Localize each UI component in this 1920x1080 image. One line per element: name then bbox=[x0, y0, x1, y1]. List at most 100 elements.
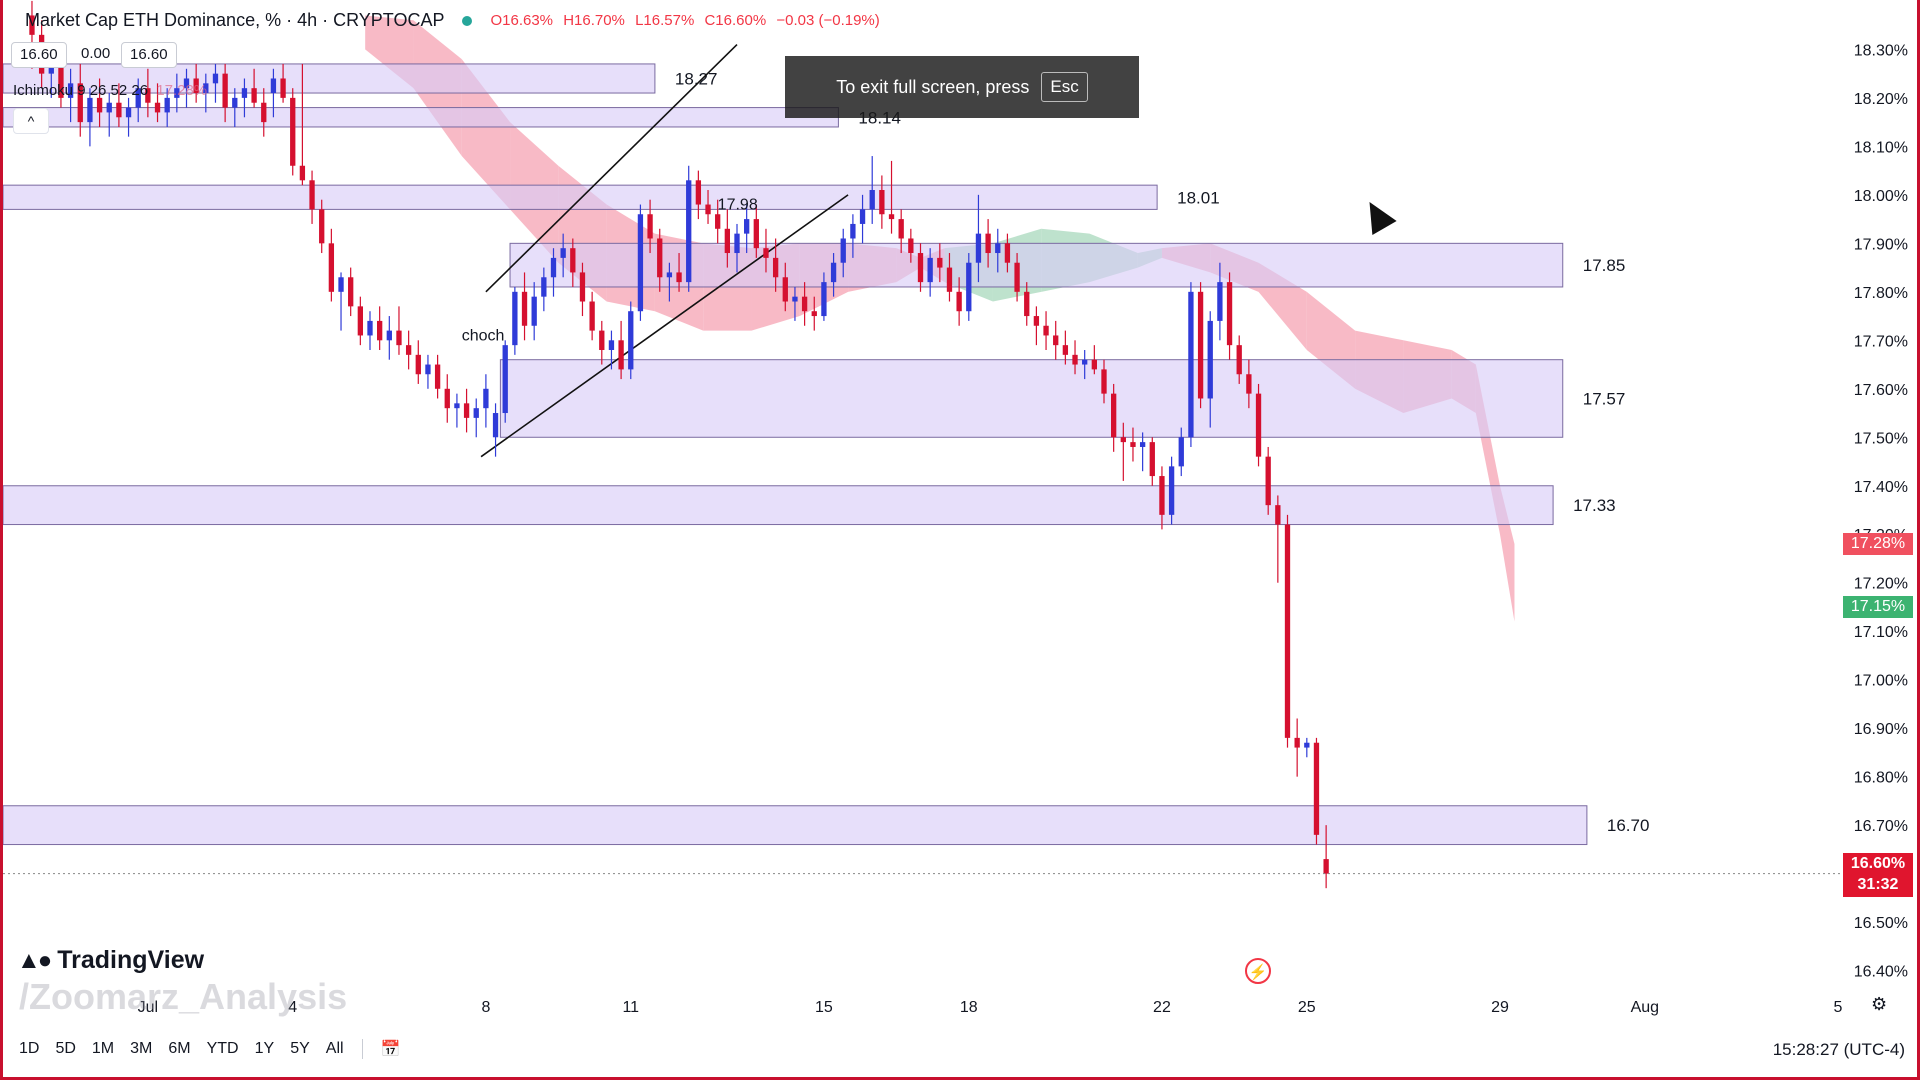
candle-body bbox=[560, 248, 566, 258]
candle-body bbox=[879, 190, 885, 215]
candle-body bbox=[1024, 291, 1030, 317]
y-axis-tick-label: 16.50% bbox=[1854, 915, 1908, 932]
candle-body bbox=[1091, 359, 1097, 370]
candle-body bbox=[1294, 737, 1300, 748]
candle-body bbox=[811, 311, 817, 317]
candle-body bbox=[1072, 354, 1078, 365]
channel-trendline bbox=[480, 194, 849, 458]
candle-body bbox=[367, 320, 373, 336]
x-axis-tick-label: Jul bbox=[138, 999, 158, 1016]
symbol-title[interactable]: Market Cap ETH Dominance, % · 4h · CRYPT… bbox=[25, 10, 445, 30]
ichimoku-indicator-legend[interactable]: Ichimoku 9 26 52 26 17.28% bbox=[13, 82, 207, 99]
candle-body bbox=[1246, 374, 1252, 394]
candle-body bbox=[1004, 243, 1011, 263]
candle-body bbox=[87, 97, 93, 123]
open-value: O16.63% bbox=[490, 12, 554, 29]
y-axis-tick-label: 16.80% bbox=[1854, 770, 1908, 787]
current-price-value: 16.60% bbox=[1850, 855, 1906, 872]
tf-1d-button[interactable]: 1D bbox=[19, 1040, 40, 1057]
candle-body bbox=[821, 282, 827, 317]
candle-body bbox=[608, 340, 615, 350]
tf-6m-button[interactable]: 6M bbox=[168, 1040, 191, 1057]
candle-body bbox=[850, 223, 856, 239]
high-value: H16.70% bbox=[563, 12, 625, 29]
candle-body bbox=[125, 107, 132, 118]
candle-body bbox=[734, 233, 740, 254]
candle-body bbox=[512, 291, 518, 346]
candle-body bbox=[686, 180, 692, 283]
candle-body bbox=[434, 364, 441, 389]
y-axis-tick-label: 16.40% bbox=[1854, 964, 1908, 981]
candle-body bbox=[319, 209, 325, 244]
candle-body bbox=[531, 296, 537, 326]
bar-countdown: 31:32 bbox=[1857, 876, 1899, 893]
candle-body bbox=[1217, 282, 1223, 321]
y-axis-tick-label: 18.20% bbox=[1854, 91, 1908, 108]
tf-3m-button[interactable]: 3M bbox=[130, 1040, 153, 1057]
sell-price-box[interactable]: 16.60 bbox=[11, 42, 67, 68]
candle-body bbox=[1226, 282, 1233, 346]
tf-5y-button[interactable]: 5Y bbox=[290, 1040, 310, 1057]
candle-body bbox=[77, 83, 83, 123]
candle-body bbox=[724, 228, 730, 254]
candle-body bbox=[1053, 335, 1059, 346]
candle-body bbox=[772, 257, 779, 278]
candle-body bbox=[927, 257, 933, 283]
y-axis-tick-label: 17.50% bbox=[1854, 430, 1908, 447]
candle-body bbox=[888, 214, 895, 220]
tf-ytd-button[interactable]: YTD bbox=[206, 1040, 239, 1057]
candle-body bbox=[995, 243, 1001, 254]
candle-body bbox=[1236, 345, 1242, 375]
candle-body bbox=[975, 233, 982, 263]
y-axis-tick-label: 17.10% bbox=[1854, 624, 1908, 641]
buy-price-box[interactable]: 16.60 bbox=[121, 42, 177, 68]
candle-body bbox=[405, 345, 412, 355]
flash-icon[interactable]: ⚡ bbox=[1245, 958, 1271, 984]
collapse-legend-button[interactable]: ^ bbox=[13, 108, 49, 134]
channel-watermark: /Zoomarz_Analysis bbox=[19, 976, 348, 1017]
indicator-price-badge: 17.15% bbox=[1843, 595, 1913, 618]
x-axis-tick-label: 18 bbox=[960, 999, 978, 1016]
candle-body bbox=[695, 180, 702, 205]
candle-body bbox=[386, 330, 392, 341]
date-range-calendar-icon[interactable]: 📅 bbox=[380, 1041, 401, 1058]
candle-body bbox=[1101, 369, 1107, 394]
candle-body bbox=[956, 291, 962, 312]
price-chart[interactable]: 18.2718.1418.0117.8517.5717.3316.70choch… bbox=[3, 0, 1920, 1080]
x-axis-tick-label: 8 bbox=[481, 999, 490, 1016]
candle-body bbox=[270, 78, 277, 94]
tf-1m-button[interactable]: 1M bbox=[91, 1040, 115, 1057]
candle-body bbox=[628, 311, 634, 370]
indicator-price-badge: 17.28% bbox=[1843, 532, 1913, 555]
candle-body bbox=[309, 180, 315, 210]
candle-body bbox=[1207, 320, 1213, 399]
candle-body bbox=[96, 97, 103, 113]
tf-all-button[interactable]: All bbox=[325, 1040, 344, 1057]
candle-body bbox=[463, 403, 470, 418]
tradingview-logo[interactable]: ▲● TradingView bbox=[17, 946, 204, 975]
candle-body bbox=[647, 214, 653, 239]
candle-body bbox=[193, 78, 199, 94]
tf-5d-button[interactable]: 5D bbox=[55, 1040, 76, 1057]
candle-body bbox=[570, 248, 576, 273]
candle-body bbox=[377, 320, 383, 341]
session-clock: 15:28:27 (UTC-4) bbox=[1772, 1040, 1905, 1059]
candle-body bbox=[135, 88, 141, 108]
y-axis-tick-label: 17.80% bbox=[1854, 285, 1908, 302]
candle-body bbox=[415, 354, 421, 375]
candle-body bbox=[937, 257, 943, 268]
zone-rect bbox=[499, 359, 1564, 438]
zone-rect bbox=[3, 63, 656, 94]
axis-settings-icon[interactable]: ⚙ bbox=[1871, 994, 1888, 1014]
candle-body bbox=[145, 88, 151, 103]
x-axis-tick-label: 5 bbox=[1834, 999, 1843, 1016]
candle-body bbox=[1265, 456, 1271, 506]
candle-body bbox=[58, 59, 64, 98]
candle-body bbox=[1313, 742, 1320, 835]
candle-body bbox=[1062, 345, 1069, 355]
candle-body bbox=[299, 165, 306, 181]
candle-body bbox=[1033, 316, 1040, 326]
tf-1y-button[interactable]: 1Y bbox=[254, 1040, 275, 1057]
candle-body bbox=[859, 209, 866, 224]
candle-body bbox=[1323, 859, 1329, 874]
